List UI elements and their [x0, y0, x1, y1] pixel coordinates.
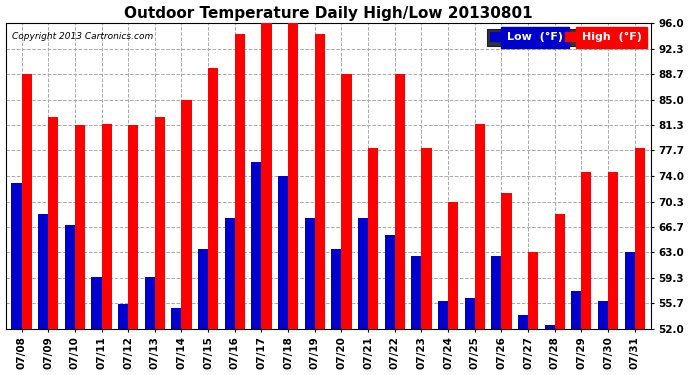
- Bar: [128, 125, 138, 329]
- Bar: [181, 99, 192, 329]
- Bar: [91, 277, 101, 329]
- Bar: [608, 172, 618, 329]
- Bar: [411, 256, 422, 329]
- Bar: [544, 326, 555, 329]
- Bar: [251, 162, 262, 329]
- Bar: [315, 33, 325, 329]
- Bar: [475, 124, 485, 329]
- Bar: [262, 23, 272, 329]
- Bar: [571, 291, 582, 329]
- Bar: [342, 74, 352, 329]
- Bar: [358, 217, 368, 329]
- Bar: [368, 148, 378, 329]
- Bar: [491, 256, 502, 329]
- Bar: [464, 297, 475, 329]
- Bar: [12, 183, 21, 329]
- Bar: [225, 217, 235, 329]
- Bar: [331, 249, 342, 329]
- Bar: [448, 202, 458, 329]
- Bar: [422, 148, 431, 329]
- Bar: [101, 124, 112, 329]
- Bar: [235, 33, 245, 329]
- Bar: [155, 117, 165, 329]
- Bar: [288, 23, 298, 329]
- Bar: [528, 252, 538, 329]
- Text: Copyright 2013 Cartronics.com: Copyright 2013 Cartronics.com: [12, 32, 153, 41]
- Bar: [305, 217, 315, 329]
- Bar: [582, 172, 591, 329]
- Bar: [145, 277, 155, 329]
- Bar: [118, 304, 128, 329]
- Bar: [21, 74, 32, 329]
- Title: Outdoor Temperature Daily High/Low 20130801: Outdoor Temperature Daily High/Low 20130…: [124, 6, 533, 21]
- Bar: [502, 194, 511, 329]
- Bar: [438, 301, 448, 329]
- Bar: [278, 176, 288, 329]
- Bar: [598, 301, 608, 329]
- Bar: [395, 74, 405, 329]
- Bar: [65, 225, 75, 329]
- Bar: [171, 308, 181, 329]
- Bar: [48, 117, 59, 329]
- Legend: Low  (°F), High  (°F): Low (°F), High (°F): [487, 28, 645, 46]
- Bar: [555, 214, 565, 329]
- Bar: [75, 125, 85, 329]
- Bar: [518, 315, 528, 329]
- Bar: [198, 249, 208, 329]
- Bar: [208, 68, 218, 329]
- Bar: [38, 214, 48, 329]
- Bar: [624, 252, 635, 329]
- Bar: [384, 235, 395, 329]
- Bar: [635, 148, 645, 329]
